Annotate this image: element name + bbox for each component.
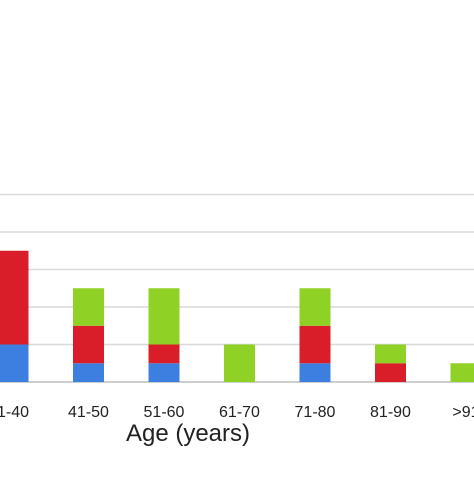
x-tick-label: 1-40 xyxy=(0,404,29,421)
bar-segment xyxy=(300,326,331,364)
x-tick-label: 41-50 xyxy=(68,404,109,421)
bar-segment xyxy=(375,363,406,382)
bar-segment xyxy=(149,288,180,344)
bar-segment xyxy=(224,345,255,383)
bar-segment xyxy=(149,345,180,364)
bar-segment xyxy=(375,345,406,364)
bar-segment xyxy=(149,363,180,382)
gridlines xyxy=(0,195,474,345)
bar-segment xyxy=(73,326,104,364)
bar-segment xyxy=(300,363,331,382)
bar-segment xyxy=(73,363,104,382)
x-tick-label: 71-80 xyxy=(295,404,336,421)
x-axis-title: Age (years) xyxy=(126,420,250,447)
bars xyxy=(0,251,474,382)
bar-segment xyxy=(73,288,104,326)
bar-segment xyxy=(0,251,29,345)
x-tick-label: 51-60 xyxy=(144,404,185,421)
bar-segment xyxy=(300,288,331,326)
x-tick-label: 81-90 xyxy=(370,404,411,421)
x-tick-label: >91 xyxy=(452,404,474,421)
x-tick-labels: 1-40 41-50 51-60 61-70 71-80 81-90 >91 xyxy=(0,404,474,421)
bar-segment xyxy=(451,363,474,382)
x-tick-label: 61-70 xyxy=(219,404,260,421)
bar-segment xyxy=(0,345,29,383)
